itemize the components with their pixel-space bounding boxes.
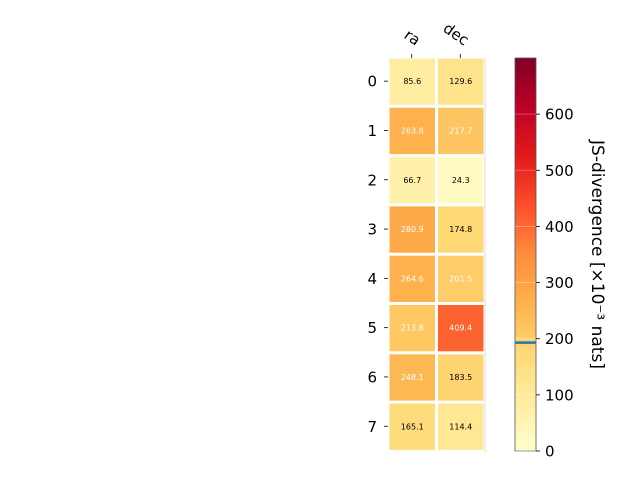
colorbar-tick-label: 100 bbox=[545, 386, 574, 404]
row-tick-label: 5 bbox=[367, 319, 377, 337]
row-tick-label: 3 bbox=[367, 221, 377, 239]
cell-value-label: 409.4 bbox=[449, 324, 472, 333]
heatmap-cell bbox=[438, 354, 484, 401]
row-tick-labels: 0 1 2 3 4 5 6 7 bbox=[367, 73, 388, 436]
heatmap-cell bbox=[438, 107, 484, 155]
cell-value-label: 263.8 bbox=[401, 126, 424, 135]
heatmap-cell bbox=[438, 403, 484, 450]
colorbar-tick-label: 200 bbox=[545, 330, 574, 348]
heatmap-cell bbox=[438, 58, 484, 105]
colorbar-label: JS-divergence [×10⁻³ nats] bbox=[587, 139, 607, 369]
cell-value-label: 129.6 bbox=[449, 77, 472, 86]
colorbar-tick-label: 0 bbox=[545, 443, 555, 461]
cell-value-label: 66.7 bbox=[403, 176, 421, 185]
heatmap-cell bbox=[438, 206, 484, 253]
cell-value-label: 264.6 bbox=[401, 274, 424, 283]
cell-value-label: 280.9 bbox=[401, 225, 424, 234]
cell-value-label: 165.1 bbox=[401, 422, 424, 431]
cell-value-label: 183.5 bbox=[449, 373, 472, 382]
colorbar-tick-label: 300 bbox=[545, 274, 574, 292]
heatmap-cell bbox=[389, 305, 435, 352]
row-tick-label: 7 bbox=[367, 418, 377, 436]
heatmap-cell bbox=[438, 255, 484, 302]
cell-value-label: 213.8 bbox=[401, 324, 424, 333]
cell-value-label: 114.4 bbox=[449, 422, 472, 431]
heatmap-cell bbox=[389, 255, 435, 302]
heatmap-cells: 85.6 129.6 263.8 217.7 66.7 24.3 280.9 174.8 264… bbox=[389, 58, 486, 453]
heatmap-cell bbox=[389, 58, 435, 105]
heatmap-cell bbox=[389, 206, 435, 253]
column-tick-labels: ra dec bbox=[401, 19, 472, 58]
column-tick-label: dec bbox=[440, 19, 472, 49]
cell-value-label: 248.1 bbox=[401, 373, 424, 382]
cell-value-label: 174.8 bbox=[449, 225, 472, 234]
heatmap-cell bbox=[438, 305, 484, 352]
colorbar-tick-label: 400 bbox=[545, 218, 574, 236]
cell-value-label: 85.6 bbox=[403, 77, 421, 86]
row-tick-label: 2 bbox=[367, 171, 377, 189]
heatmap-cell bbox=[389, 107, 435, 155]
colorbar-gradient bbox=[514, 57, 537, 452]
cell-value-label: 201.5 bbox=[449, 274, 472, 283]
row-tick-label: 4 bbox=[367, 270, 377, 288]
heatmap-cell bbox=[389, 354, 435, 401]
cell-value-label: 217.7 bbox=[449, 126, 472, 135]
colorbar-tick-label: 600 bbox=[545, 106, 574, 124]
row-tick-label: 0 bbox=[367, 73, 377, 91]
cell-value-label: 24.3 bbox=[452, 176, 470, 185]
colorbar-tick-label: 500 bbox=[545, 162, 574, 180]
column-tick-label: ra bbox=[401, 26, 424, 50]
heatmap-cell bbox=[438, 157, 484, 204]
heatmap-cell bbox=[389, 157, 435, 204]
colorbar: 0 100 200 300 400 500 600 JS-divergence [×10⁻³ … bbox=[514, 57, 607, 461]
row-tick-label: 6 bbox=[367, 368, 377, 386]
row-tick-label: 1 bbox=[367, 122, 377, 140]
heatmap-cell bbox=[389, 403, 435, 450]
